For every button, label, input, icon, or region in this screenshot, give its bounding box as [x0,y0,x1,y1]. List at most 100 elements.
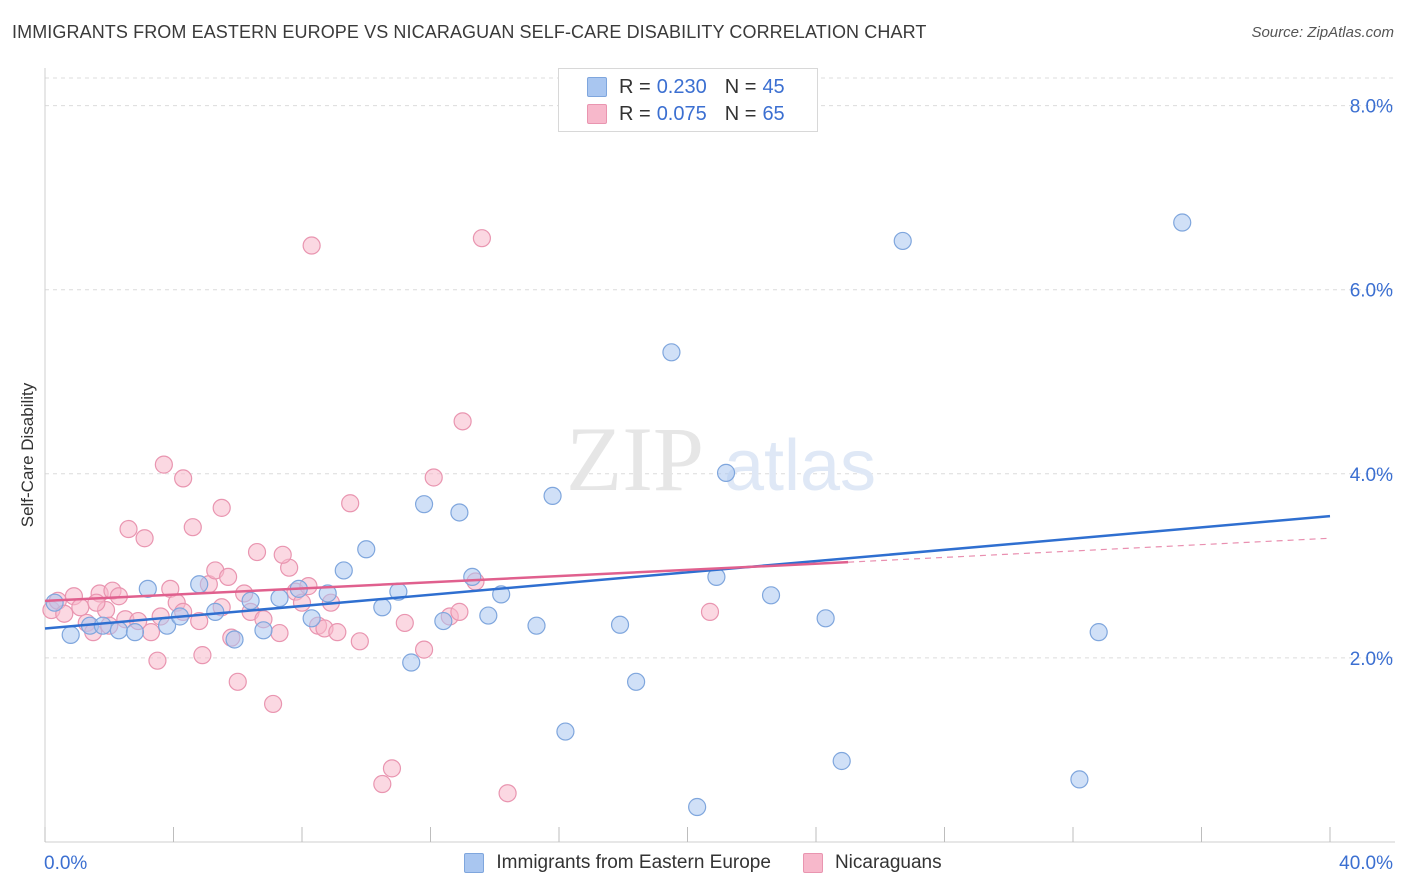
point-nicaraguans [135,529,154,548]
point-eastern-europe [241,591,260,610]
legend-r-label: R = [619,75,651,98]
point-nicaraguans [700,602,720,621]
point-nicaraguans [87,593,106,612]
point-eastern-europe [626,672,646,691]
legend-n-label: N = [724,75,757,98]
point-eastern-europe [45,593,64,612]
point-eastern-europe [254,621,273,640]
point-nicaraguans [193,646,212,665]
legend-r-label: R = [619,102,651,125]
point-nicaraguans [212,498,231,517]
trend-line-nicaraguans-extension [848,537,1331,563]
point-nicaraguans [247,542,267,562]
point-eastern-europe [688,797,707,817]
point-nicaraguans [395,613,414,633]
point-nicaraguans [382,759,402,778]
point-nicaraguans [183,518,202,537]
tick-labels: 2.0% 4.0% 6.0% 8.0% 0.0% 40.0% [44,97,1393,874]
point-eastern-europe [450,503,469,522]
correlation-legend: R = 0.230 N = 45 R = 0.075 N = 65 [558,68,818,132]
point-nicaraguans [119,519,138,539]
trend-line-eastern-europe [44,514,1331,630]
point-eastern-europe [610,615,630,634]
point-eastern-europe [109,621,128,640]
y-tick-label: 2.0% [1350,649,1393,670]
point-nicaraguans [273,545,292,564]
point-eastern-europe [125,623,145,642]
series-swatch-pink [802,853,823,873]
point-eastern-europe [334,561,353,580]
point-nicaraguans [450,602,469,621]
legend-swatch-pink [587,104,607,124]
chart-title: IMMIGRANTS FROM EASTERN EUROPE VS NICARA… [12,22,927,42]
point-eastern-europe [556,722,575,741]
point-eastern-europe [832,751,851,771]
point-nicaraguans [498,784,517,803]
point-eastern-europe [716,463,736,482]
y-tick-label: 4.0% [1350,465,1393,486]
point-nicaraguans [350,632,369,651]
point-nicaraguans [328,623,347,642]
point-eastern-europe [479,606,498,625]
point-eastern-europe [61,625,80,644]
point-nicaraguans [270,623,289,643]
point-eastern-europe [270,588,289,608]
point-eastern-europe [662,343,681,362]
point-eastern-europe [93,616,112,635]
point-nicaraguans [453,412,472,431]
point-eastern-europe [893,231,912,251]
point-nicaraguans [263,694,283,714]
point-eastern-europe [761,586,781,605]
point-nicaraguans [414,640,434,659]
y-tick-label: 8.0% [1350,97,1393,118]
legend-r-value: 0.075 [656,102,707,125]
point-nicaraguans [219,567,238,587]
source-credit: Source: ZipAtlas.com [1251,24,1394,41]
trend-lines [44,514,1331,630]
series-legend-item-eastern-europe[interactable]: Immigrants from Eastern Europe [464,852,771,874]
point-eastern-europe [463,567,482,587]
x-tick-label: 0.0% [44,853,87,874]
point-nicaraguans [228,672,247,691]
watermark-atlas: atlas [724,426,876,506]
point-eastern-europe [1070,770,1089,789]
point-eastern-europe [357,540,376,559]
point-nicaraguans [341,494,360,513]
point-eastern-europe [1173,213,1192,232]
point-eastern-europe [225,630,244,649]
series-legend-label: Nicaraguans [834,852,942,873]
point-eastern-europe [373,598,392,617]
point-nicaraguans [154,455,173,474]
legend-r-value: 0.230 [656,75,707,98]
y-axis-label: Self-Care Disability [18,382,37,528]
point-eastern-europe [414,495,434,514]
y-tick-label: 6.0% [1350,281,1393,302]
point-nicaraguans [174,469,193,488]
series-legend-label: Immigrants from Eastern Europe [496,852,771,873]
series-legend-item-nicaraguans[interactable]: Nicaraguans [802,852,942,874]
legend-n-label: N = [724,102,757,125]
point-nicaraguans [71,598,90,617]
point-nicaraguans [472,229,491,248]
series-swatch-blue [464,853,485,873]
legend-row-nicaraguans: R = 0.075 N = 65 [587,101,785,127]
point-nicaraguans [148,651,167,670]
point-eastern-europe [138,579,157,598]
point-nicaraguans [302,236,321,255]
x-tick-label: 40.0% [1339,853,1393,874]
legend-n-value: 65 [762,102,785,125]
trend-line-nicaraguans [44,560,849,603]
point-eastern-europe [190,575,209,594]
point-nicaraguans [141,623,161,642]
legend-swatch-blue [587,77,607,97]
point-nicaraguans [424,468,443,487]
point-eastern-europe [402,653,421,672]
point-eastern-europe [816,609,835,628]
point-eastern-europe [302,609,321,628]
axes [44,68,1395,843]
legend-row-eastern-europe: R = 0.230 N = 45 [587,74,785,100]
point-eastern-europe [318,584,337,603]
watermark-zip: ZIP [566,408,704,510]
point-eastern-europe [543,486,562,505]
